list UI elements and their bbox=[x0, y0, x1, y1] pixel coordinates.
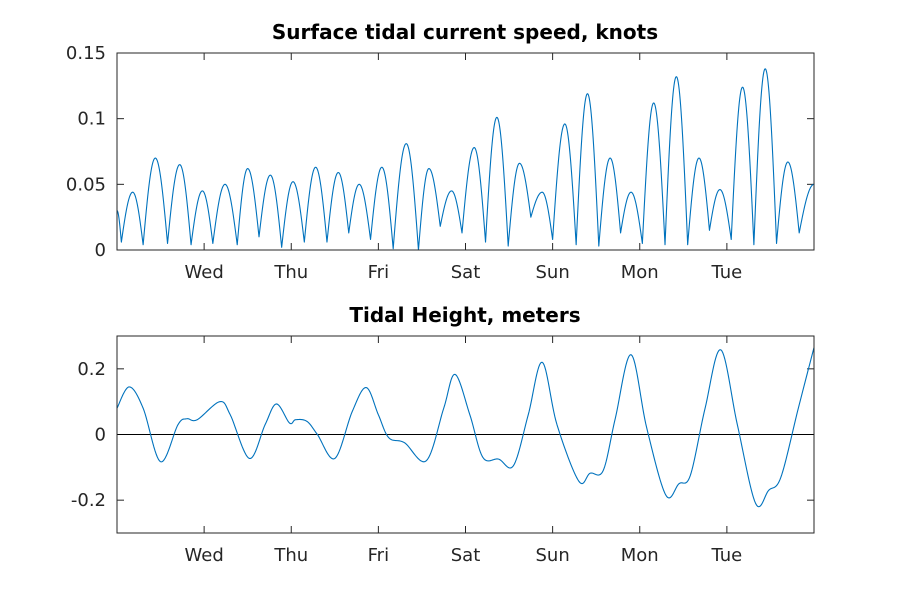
x-tick-label-tue: Tue bbox=[711, 262, 743, 283]
speed-x-axis: Wed Thu Fri Sat Sun Mon Tue bbox=[185, 53, 743, 283]
height-y-axis: -0.2 0 0.2 bbox=[71, 359, 814, 511]
x-tick-label-tue: Tue bbox=[711, 545, 743, 566]
speed-series-line bbox=[116, 68, 815, 251]
x-tick-label-thu: Thu bbox=[273, 545, 308, 566]
x-tick-label-wed: Wed bbox=[185, 545, 224, 566]
y-tick-label-0: 0 bbox=[95, 425, 106, 446]
x-tick-label-wed: Wed bbox=[185, 262, 224, 283]
speed-chart: Surface tidal current speed, knots 0 0.05… bbox=[66, 20, 815, 283]
speed-axes-box bbox=[116, 52, 815, 251]
x-tick-label-sun: Sun bbox=[536, 262, 570, 283]
y-tick-label-0p05: 0.05 bbox=[66, 174, 106, 195]
x-tick-label-fri: Fri bbox=[368, 545, 389, 566]
height-chart: Tidal Height, meters -0.2 0 0.2 Wed Thu Fri S… bbox=[71, 303, 815, 566]
height-x-axis: Wed Thu Fri Sat Sun Mon Tue bbox=[185, 336, 743, 566]
x-tick-label-mon: Mon bbox=[621, 262, 659, 283]
height-series-line bbox=[116, 347, 815, 508]
x-tick-label-sat: Sat bbox=[451, 545, 481, 566]
x-tick-label-sat: Sat bbox=[451, 262, 481, 283]
x-tick-label-thu: Thu bbox=[273, 262, 308, 283]
x-tick-label-sun: Sun bbox=[536, 545, 570, 566]
y-tick-label-0p2: 0.2 bbox=[77, 359, 106, 380]
speed-plot-area bbox=[116, 68, 815, 251]
y-tick-label-neg0p2: -0.2 bbox=[71, 490, 106, 511]
speed-y-axis: 0 0.05 0.1 0.15 bbox=[66, 43, 814, 261]
x-tick-label-mon: Mon bbox=[621, 545, 659, 566]
y-tick-label-0p15: 0.15 bbox=[66, 43, 106, 64]
x-tick-label-fri: Fri bbox=[368, 262, 389, 283]
speed-chart-title: Surface tidal current speed, knots bbox=[272, 20, 658, 44]
height-chart-title: Tidal Height, meters bbox=[349, 303, 580, 327]
y-tick-label-0p1: 0.1 bbox=[77, 109, 106, 130]
height-axes-box bbox=[116, 335, 815, 534]
height-plot-area bbox=[116, 347, 815, 508]
y-tick-label-0: 0 bbox=[95, 240, 106, 261]
